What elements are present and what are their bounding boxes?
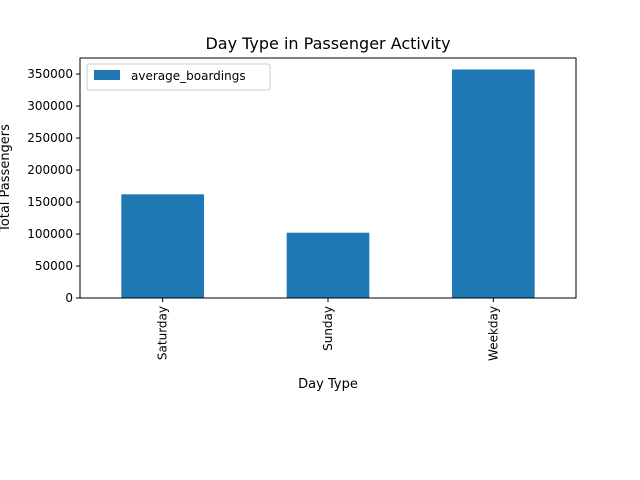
x-axis-label: Day Type [298,377,358,392]
x-tick-label: Saturday [156,306,170,360]
x-axis-ticks: Saturday Sunday Weekday [156,298,500,361]
legend-swatch [94,70,120,80]
y-tick-label: 300000 [27,99,73,113]
legend-box [86,63,271,91]
y-tick-label: 350000 [27,67,73,81]
y-tick-label: 150000 [27,195,73,209]
bar-weekday [452,69,535,299]
y-tick-label: 0 [65,291,73,305]
legend: average_boardings [86,63,271,91]
y-tick-label: 200000 [27,163,73,177]
x-tick-label: Sunday [321,306,335,351]
x-tick-label: Weekday [486,306,500,361]
bar-sunday [286,232,370,298]
legend-label: average_boardings [131,69,246,83]
bars-group [121,69,535,299]
bar-saturday [121,194,204,298]
y-axis-label: Total Passengers [0,124,13,233]
y-tick-label: 100000 [27,227,73,241]
y-tick-label: 250000 [27,131,73,145]
y-axis-ticks: 0 50000 100000 150000 200000 250000 300000 3500… [27,67,80,305]
y-tick-label: 50000 [35,259,73,273]
chart-title: Day Type in Passenger Activity [205,34,450,53]
